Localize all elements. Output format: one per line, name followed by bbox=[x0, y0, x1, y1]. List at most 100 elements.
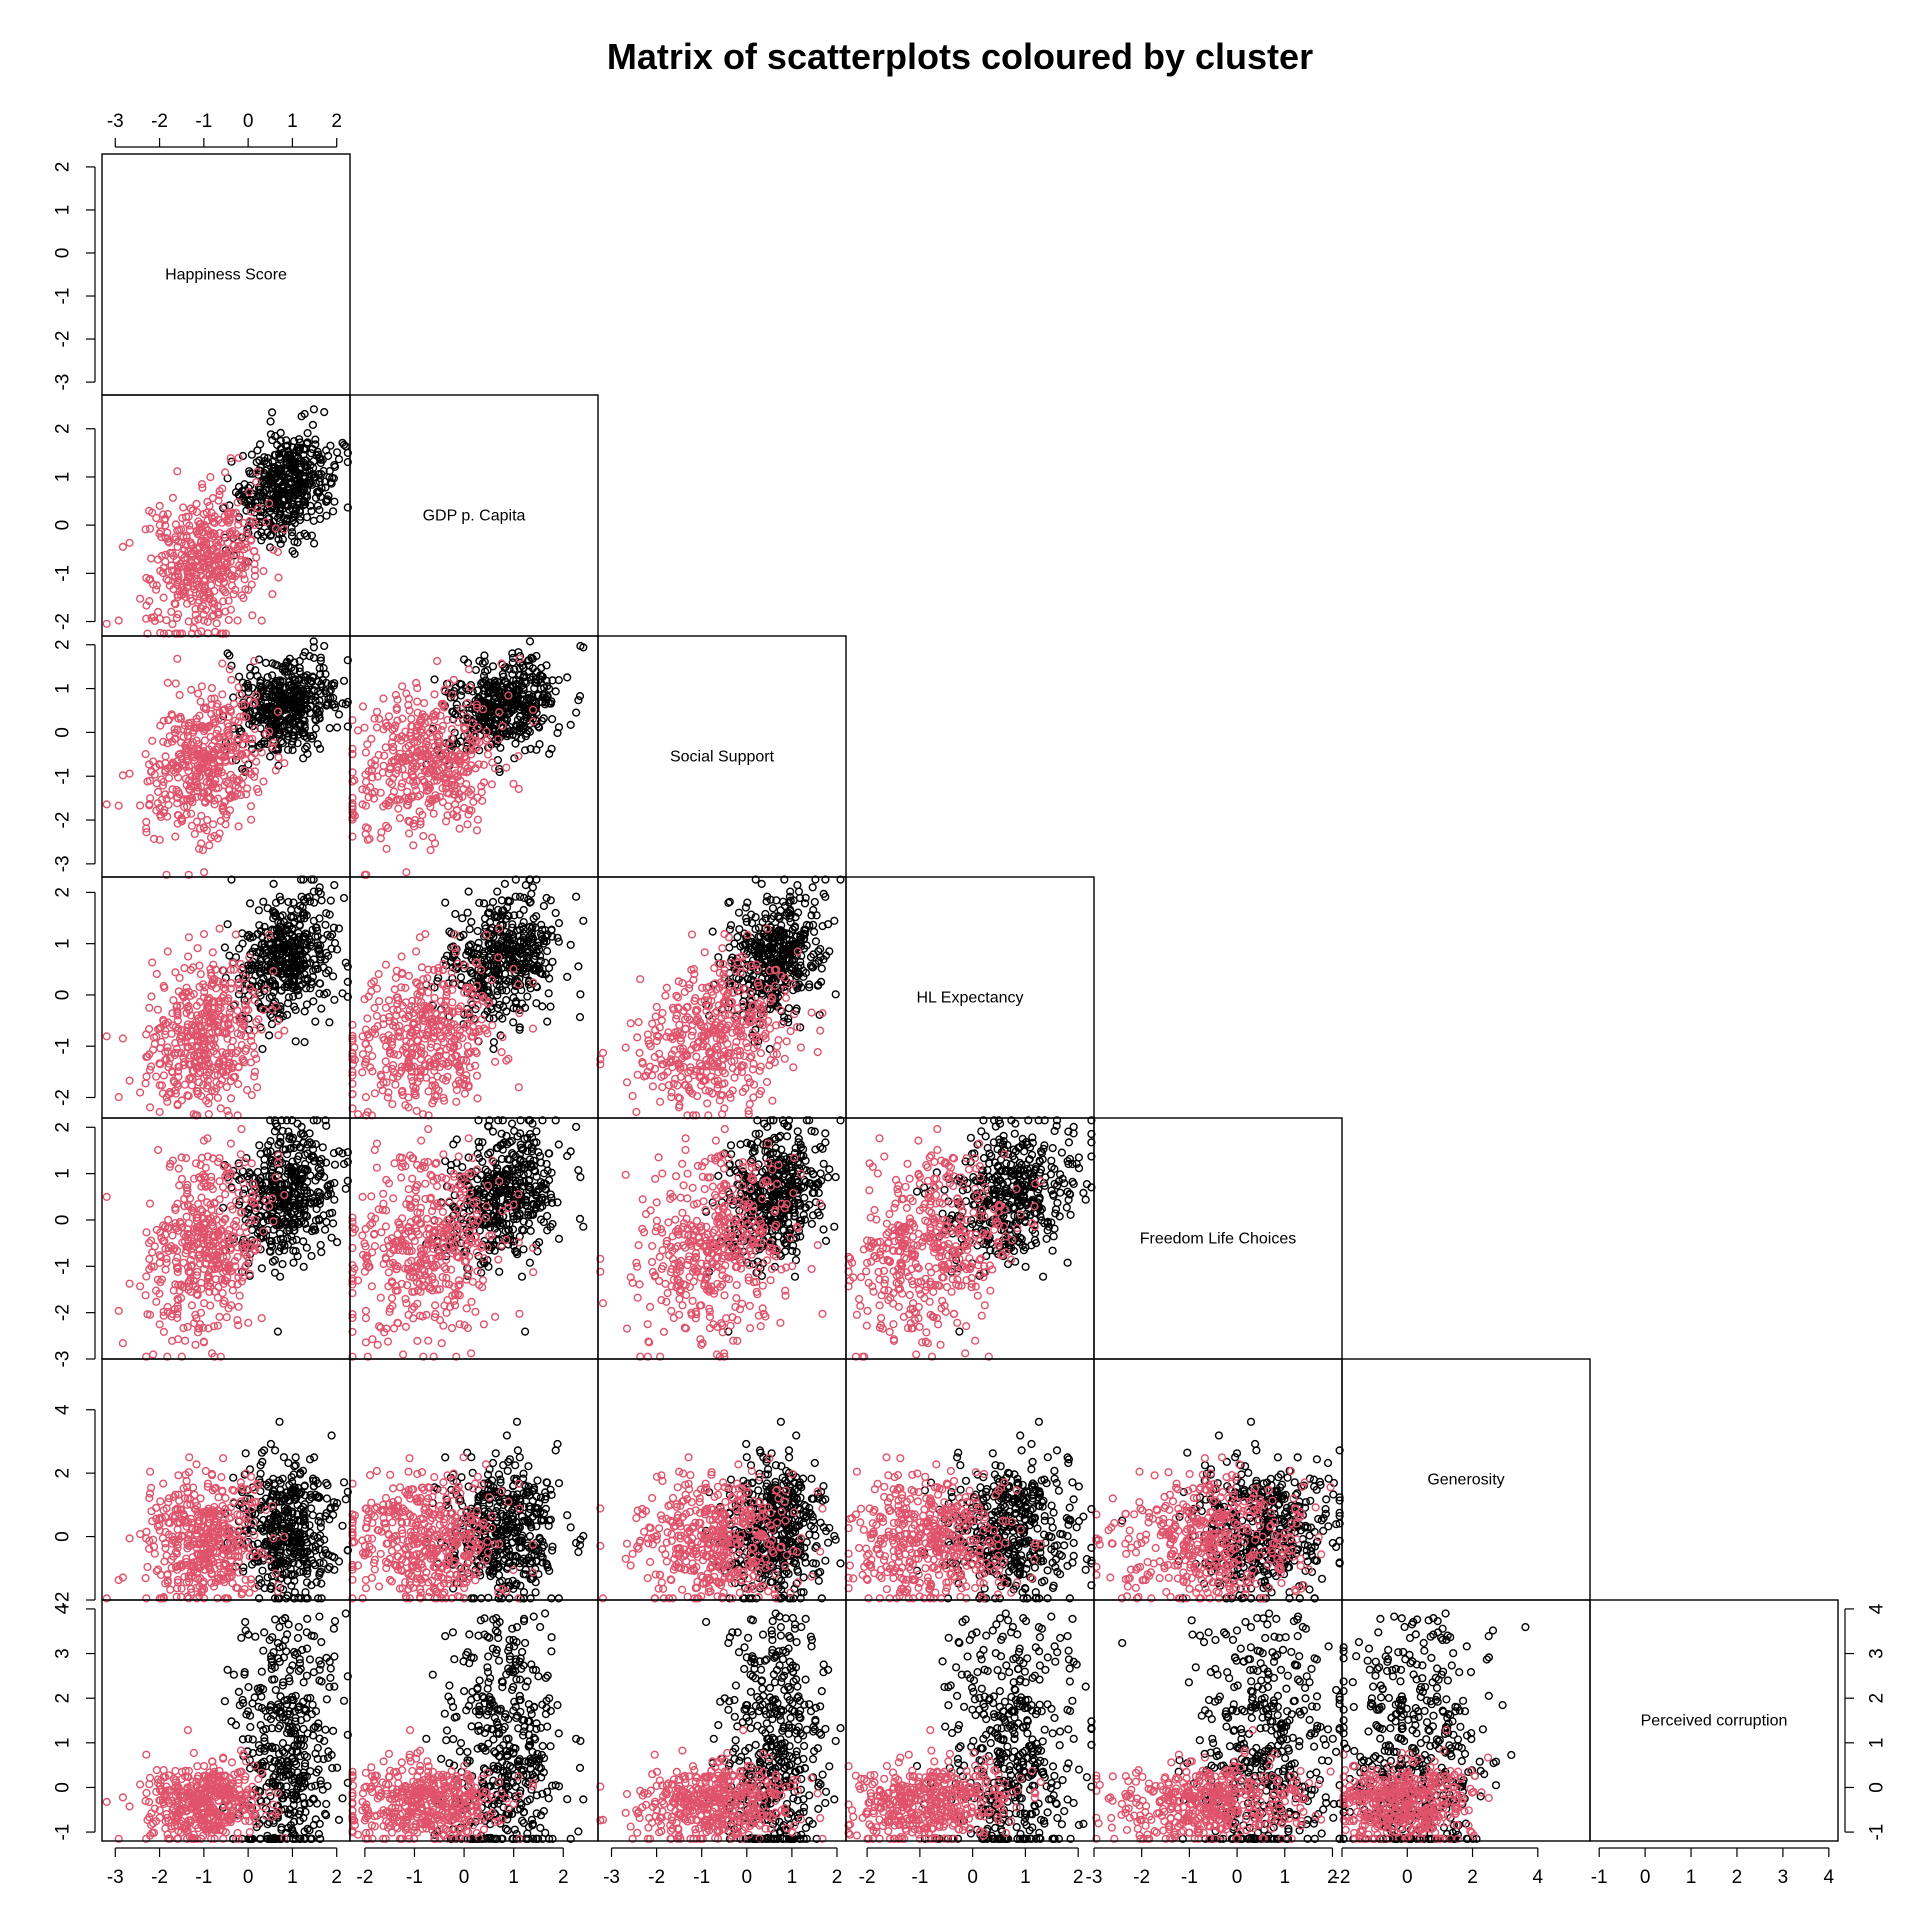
data-point bbox=[114, 1092, 123, 1102]
data-point bbox=[420, 698, 429, 708]
data-point bbox=[571, 892, 581, 901]
data-point bbox=[250, 559, 259, 569]
data-point bbox=[218, 659, 227, 668]
data-point bbox=[375, 714, 384, 724]
data-point bbox=[395, 813, 405, 823]
data-point bbox=[449, 675, 458, 684]
data-point bbox=[794, 887, 804, 896]
data-point bbox=[363, 1014, 372, 1023]
data-point bbox=[266, 430, 276, 439]
data-point bbox=[192, 507, 202, 517]
data-point bbox=[465, 925, 474, 934]
data-point bbox=[180, 1080, 190, 1089]
data-point bbox=[543, 1017, 552, 1026]
data-point bbox=[261, 658, 271, 668]
data-point bbox=[221, 820, 230, 829]
data-point bbox=[330, 880, 339, 890]
data-point bbox=[548, 957, 557, 966]
data-point bbox=[291, 1037, 300, 1046]
data-point bbox=[118, 771, 128, 780]
data-point bbox=[239, 593, 248, 603]
data-point bbox=[183, 577, 192, 586]
data-point bbox=[250, 546, 259, 556]
data-point bbox=[187, 1081, 197, 1090]
data-point bbox=[268, 408, 277, 417]
data-point bbox=[261, 466, 271, 475]
data-point bbox=[284, 489, 293, 498]
data-point bbox=[544, 989, 553, 998]
data-point bbox=[264, 458, 273, 467]
data-point bbox=[768, 904, 778, 913]
data-point bbox=[276, 436, 285, 446]
data-point bbox=[257, 476, 266, 485]
data-point bbox=[267, 530, 276, 539]
data-point bbox=[250, 571, 260, 581]
data-point bbox=[167, 607, 176, 616]
data-point bbox=[551, 908, 560, 918]
data-point bbox=[246, 671, 255, 680]
data-point bbox=[229, 590, 238, 599]
data-point bbox=[405, 829, 414, 838]
data-point bbox=[163, 678, 172, 688]
data-point bbox=[164, 773, 174, 783]
data-point bbox=[212, 619, 221, 628]
panel-2-1 bbox=[348, 637, 588, 879]
data-point bbox=[353, 1110, 363, 1119]
data-point bbox=[148, 958, 157, 967]
data-point bbox=[330, 462, 340, 472]
data-point bbox=[358, 1068, 367, 1077]
data-point bbox=[215, 486, 224, 496]
data-point bbox=[320, 641, 329, 651]
data-point bbox=[253, 530, 262, 540]
data-point bbox=[384, 996, 394, 1005]
data-point bbox=[102, 800, 111, 809]
data-point bbox=[252, 553, 261, 562]
data-point bbox=[186, 504, 195, 513]
data-point bbox=[353, 726, 363, 735]
data-point bbox=[259, 777, 268, 786]
data-point bbox=[218, 584, 227, 594]
data-point bbox=[315, 989, 324, 998]
data-point bbox=[174, 610, 183, 619]
data-point bbox=[547, 714, 557, 724]
data-point bbox=[224, 596, 233, 605]
data-point bbox=[288, 505, 297, 514]
data-point bbox=[500, 879, 510, 889]
data-point bbox=[215, 528, 224, 538]
data-point bbox=[273, 491, 282, 500]
data-point bbox=[460, 1089, 470, 1098]
data-point bbox=[757, 879, 766, 889]
data-point bbox=[341, 442, 350, 451]
data-point bbox=[528, 1024, 538, 1033]
data-point bbox=[136, 1088, 145, 1097]
data-point bbox=[175, 690, 184, 700]
data-point bbox=[152, 969, 161, 979]
data-point bbox=[226, 605, 236, 614]
data-point bbox=[171, 573, 180, 582]
data-point bbox=[489, 1037, 499, 1047]
data-point bbox=[430, 993, 439, 1003]
data-point bbox=[300, 529, 309, 538]
data-point bbox=[502, 763, 511, 772]
data-point bbox=[168, 619, 177, 629]
data-point bbox=[171, 535, 180, 544]
data-point bbox=[338, 989, 347, 998]
data-point bbox=[394, 804, 403, 813]
data-point bbox=[333, 723, 342, 732]
data-point bbox=[317, 896, 326, 905]
data-point bbox=[187, 821, 197, 830]
data-point bbox=[343, 503, 352, 512]
data-point bbox=[483, 750, 493, 759]
data-point bbox=[269, 490, 278, 499]
data-point bbox=[451, 909, 460, 919]
data-point bbox=[300, 1007, 309, 1016]
data-point bbox=[168, 493, 178, 502]
data-point bbox=[257, 1025, 266, 1034]
data-point bbox=[467, 917, 476, 927]
data-point bbox=[215, 924, 224, 933]
data-point bbox=[210, 512, 219, 521]
data-point bbox=[173, 654, 182, 663]
data-point bbox=[300, 492, 309, 501]
data-point bbox=[407, 714, 416, 723]
data-point bbox=[333, 448, 342, 457]
